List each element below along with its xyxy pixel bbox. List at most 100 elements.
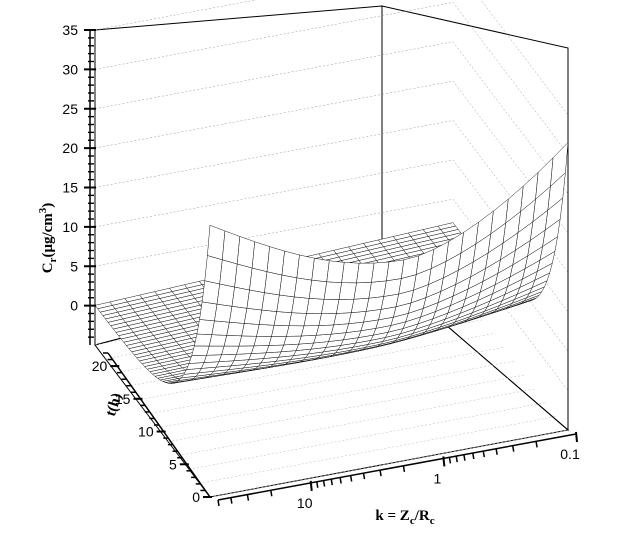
surface-cell	[207, 224, 226, 261]
surface-cell	[201, 280, 220, 305]
k-minor-tick	[339, 477, 342, 484]
t-tick-label: 20	[92, 358, 108, 374]
surface-cell	[371, 261, 390, 283]
surface-cell	[301, 325, 320, 337]
z-axis-title-rest: (μg/cm	[40, 213, 56, 258]
k-minor-tick	[230, 497, 233, 504]
z-axis-title-close: )	[40, 203, 56, 208]
surface-cell	[206, 345, 225, 356]
k-minor-tick	[349, 475, 353, 482]
surface-cell	[204, 255, 223, 285]
surface-cell	[211, 320, 230, 336]
k-minor-tick	[511, 445, 515, 452]
surface-cell	[222, 230, 241, 265]
k-minor-tick	[270, 490, 273, 497]
surface-cell	[311, 257, 330, 282]
wall-gridline	[94, 0, 569, 116]
floor-gridline	[178, 388, 537, 456]
k-minor-tick	[495, 448, 498, 455]
surface-cell	[276, 294, 295, 313]
surface-mesh	[94, 141, 569, 384]
k-minor-tick	[322, 480, 326, 487]
k-minor-tick	[455, 455, 458, 463]
k-axis-line	[217, 433, 577, 501]
surface-cell	[244, 308, 263, 325]
z-tick-label: 5	[70, 258, 78, 274]
z-tick-label: 25	[62, 101, 78, 117]
k-minor-tick	[472, 452, 475, 460]
wall-gridline	[94, 120, 569, 273]
z-tick-label: 15	[62, 180, 78, 196]
k-tick	[442, 456, 446, 467]
surface-cell	[303, 313, 322, 327]
k-minor-tick	[316, 481, 319, 488]
surface-cell	[326, 260, 345, 283]
surface-cell	[199, 301, 218, 322]
surface-cell	[191, 345, 210, 356]
surface-cell	[226, 321, 245, 337]
k-minor-tick	[448, 457, 452, 464]
surface-cell	[249, 267, 268, 293]
surface-cell	[246, 289, 265, 311]
surface-cell	[231, 286, 250, 309]
surface-cell	[279, 274, 298, 298]
k-tick	[309, 480, 313, 492]
floor-gridline	[157, 360, 516, 429]
z-axis-title-main: C	[40, 262, 56, 273]
k-minor-tick	[535, 441, 538, 448]
surface-cell	[236, 236, 255, 269]
surface-cell	[288, 312, 307, 327]
k-minor-tick	[379, 469, 382, 477]
floor-gridline	[147, 346, 506, 415]
floor-gridline	[136, 333, 495, 401]
k-axis-title-sub2: c	[430, 515, 435, 527]
z-tick-label: 0	[70, 298, 78, 314]
z-axis-title-sup: 3	[37, 207, 49, 213]
wall-gridline	[94, 2, 569, 155]
surface-cell	[196, 319, 215, 335]
surface-cell	[306, 298, 325, 314]
t-axis-title: t(h)	[103, 391, 125, 418]
t-tick-label: 0	[192, 489, 200, 505]
surface-cell	[323, 281, 342, 300]
surface-cell	[261, 292, 280, 312]
z-tick-label: 20	[62, 140, 78, 156]
surface-cell	[229, 306, 248, 324]
surface-cell	[294, 277, 313, 299]
k-minor-tick	[246, 494, 250, 501]
surface-cell	[286, 325, 305, 337]
surface-cell	[241, 323, 260, 337]
surface-cell	[273, 311, 292, 326]
surface-cell	[341, 262, 360, 284]
floor-gridline	[168, 374, 527, 442]
surface-cell	[268, 336, 287, 346]
k-minor-tick	[362, 473, 366, 480]
surface-cell	[338, 282, 357, 300]
k-minor-tick	[463, 454, 466, 461]
surface-cell	[356, 262, 375, 284]
floor-gridline	[199, 415, 558, 484]
k-axis-title-sub1: c	[410, 515, 415, 527]
surface-cell	[321, 299, 340, 314]
surface-cell	[281, 250, 300, 279]
t-axis-ticks: 20 15 10 5 0	[92, 352, 212, 505]
floor-gridline	[209, 429, 569, 498]
t-tick-label: 10	[138, 424, 154, 440]
z-tick-label: 30	[62, 61, 78, 77]
z-tick-label: 35	[62, 22, 78, 38]
surface-cell	[308, 279, 327, 300]
surface-cell	[336, 298, 355, 314]
surface-cell	[253, 336, 272, 347]
k-minor-tick	[402, 465, 406, 472]
surface-cell	[353, 282, 372, 300]
surface-cell	[550, 141, 569, 187]
t-tick-label: 5	[169, 456, 177, 472]
wall-gridline	[94, 41, 569, 194]
surface-cell	[271, 325, 290, 337]
z-axis-title: Cr(μg/cm3)	[37, 203, 59, 274]
floor-gridline	[189, 402, 548, 470]
k-axis-title-main: k = Z	[375, 508, 409, 524]
surface-cell	[221, 345, 240, 356]
